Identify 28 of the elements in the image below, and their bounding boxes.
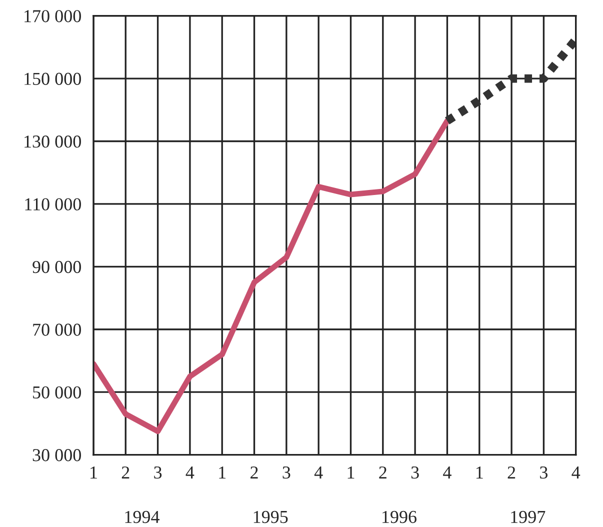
x-tick-label: 1 <box>219 466 226 478</box>
x-tick-label: 3 <box>540 466 548 479</box>
x-tick-label: 3 <box>411 466 419 479</box>
x-tick-label: 1 <box>90 466 97 478</box>
text: 1996 <box>382 510 416 524</box>
y-tick-label: 50 000 <box>33 386 81 399</box>
x-tick-label: 3 <box>154 466 162 479</box>
x-tick-label: 4 <box>186 466 194 478</box>
y-tick-label: 150 000 <box>24 72 81 85</box>
y-tick-label: 130 000 <box>24 135 81 148</box>
y-tick-label: 90 000 <box>32 260 81 274</box>
y-tick-label: 170 000 <box>24 10 81 22</box>
x-tick-label: 2 <box>250 466 258 478</box>
text: 1997 <box>511 510 546 524</box>
text: 1995 <box>254 510 288 524</box>
x-tick-label: 2 <box>122 466 130 478</box>
y-tick-label: 30 000 <box>32 449 81 462</box>
text: 1994 <box>125 510 160 524</box>
x-tick-label: 4 <box>572 466 580 478</box>
y-tick-label: 110 000 <box>25 198 81 210</box>
x-tick-label: 4 <box>443 466 452 478</box>
x-tick-label: 1 <box>348 466 354 478</box>
x-tick-label: 1 <box>476 466 483 478</box>
y-tick-label: 70 000 <box>33 324 81 336</box>
x-tick-label: 4 <box>314 466 323 478</box>
x-tick-label: 2 <box>508 466 516 478</box>
x-tick-label: 2 <box>379 466 386 478</box>
x-tick-label: 3 <box>282 466 290 479</box>
